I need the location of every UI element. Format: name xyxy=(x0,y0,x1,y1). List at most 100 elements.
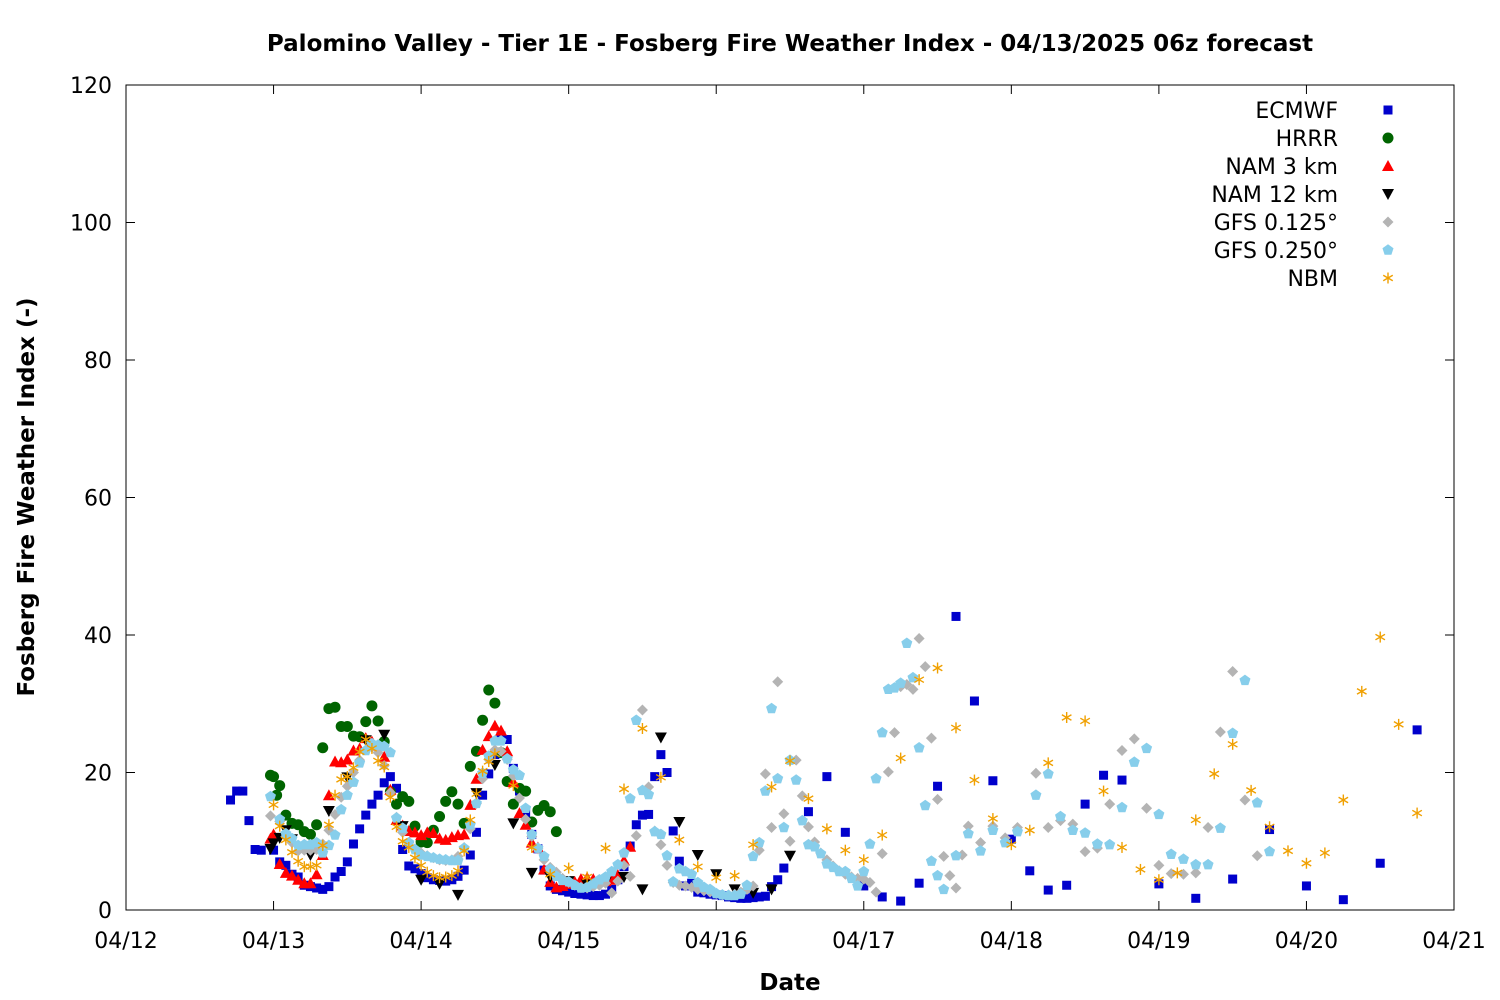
data-point xyxy=(1245,784,1257,796)
data-point xyxy=(250,845,260,854)
data-point xyxy=(1264,845,1276,857)
data-point xyxy=(415,859,427,871)
data-point xyxy=(796,814,808,826)
data-point xyxy=(1011,825,1023,837)
data-point xyxy=(896,896,906,906)
data-point xyxy=(950,722,962,734)
data-point xyxy=(742,893,752,903)
data-point xyxy=(1043,885,1053,895)
data-point xyxy=(796,790,808,802)
data-point xyxy=(772,676,784,688)
data-point xyxy=(1030,789,1042,800)
data-point xyxy=(661,859,673,871)
data-point xyxy=(636,884,649,896)
data-point xyxy=(1282,845,1294,857)
data-point xyxy=(644,809,654,819)
legend-marker xyxy=(1382,272,1394,284)
data-point xyxy=(446,870,457,882)
data-point xyxy=(741,879,753,890)
data-point xyxy=(870,886,882,898)
data-point xyxy=(1117,775,1127,785)
data-point xyxy=(674,834,685,846)
x-tick-label: 04/18 xyxy=(980,929,1043,954)
data-point xyxy=(440,795,452,807)
data-point xyxy=(304,828,316,840)
data-point xyxy=(476,743,489,755)
y-axis-label: Fosberg Fire Weather Index (-) xyxy=(14,297,40,696)
data-point xyxy=(360,734,371,745)
data-point xyxy=(612,875,624,887)
data-point xyxy=(932,869,944,881)
data-point xyxy=(378,729,391,741)
data-point xyxy=(379,778,389,788)
data-point xyxy=(1338,794,1349,806)
data-point xyxy=(1116,841,1128,853)
data-point xyxy=(507,818,520,830)
y-tick-label: 100 xyxy=(70,212,112,237)
data-point xyxy=(624,870,636,882)
data-point xyxy=(631,820,641,830)
data-point xyxy=(397,835,408,847)
data-point xyxy=(1191,893,1201,903)
data-point xyxy=(618,847,630,858)
data-point xyxy=(766,781,777,793)
data-point xyxy=(312,883,322,893)
data-point xyxy=(464,760,476,772)
data-point xyxy=(1153,859,1165,871)
data-point xyxy=(264,790,276,802)
data-point xyxy=(766,702,778,714)
data-point xyxy=(747,850,759,862)
data-point xyxy=(858,854,869,866)
data-point xyxy=(1375,858,1385,868)
data-point xyxy=(784,850,796,862)
data-point xyxy=(415,874,428,886)
data-point xyxy=(1116,745,1128,756)
data-point xyxy=(341,720,353,732)
data-point xyxy=(361,810,371,820)
y-tick-label: 40 xyxy=(84,624,112,649)
data-point xyxy=(495,745,507,757)
data-point xyxy=(520,813,532,825)
data-point xyxy=(366,700,378,712)
data-point xyxy=(520,785,532,797)
data-point xyxy=(987,824,999,835)
data-point xyxy=(975,845,987,856)
data-point xyxy=(507,763,519,775)
x-tick-label: 04/17 xyxy=(832,929,895,954)
data-point xyxy=(913,632,925,644)
legend-marker xyxy=(1382,132,1394,144)
legend-label: ECMWF xyxy=(1255,99,1338,124)
series-gfs-0-250- xyxy=(264,637,1276,901)
data-point xyxy=(662,768,672,777)
data-point xyxy=(317,839,328,851)
data-point xyxy=(944,870,956,882)
data-point xyxy=(478,790,488,800)
data-point xyxy=(545,868,556,880)
data-point xyxy=(434,811,446,822)
data-point xyxy=(950,849,962,861)
data-point xyxy=(502,735,512,744)
data-point xyxy=(1214,726,1226,738)
data-point xyxy=(1098,785,1109,797)
data-point xyxy=(1411,807,1423,819)
data-point xyxy=(668,826,678,836)
y-axis: 0 20 40 60 80 100 120 xyxy=(70,74,1454,924)
data-point xyxy=(655,828,667,840)
data-point xyxy=(379,761,390,773)
legend-label: NBM xyxy=(1287,267,1338,292)
data-point xyxy=(822,772,832,782)
data-point xyxy=(373,790,383,800)
data-point xyxy=(656,750,666,760)
data-point xyxy=(925,732,937,744)
data-point xyxy=(803,807,813,817)
data-point xyxy=(324,882,334,892)
data-point xyxy=(329,701,341,713)
y-tick-label: 120 xyxy=(70,74,112,99)
data-point xyxy=(901,637,913,648)
data-point xyxy=(1067,824,1079,835)
data-point xyxy=(759,768,771,780)
data-point xyxy=(256,845,266,855)
data-point xyxy=(907,683,919,695)
data-point xyxy=(1172,867,1183,879)
